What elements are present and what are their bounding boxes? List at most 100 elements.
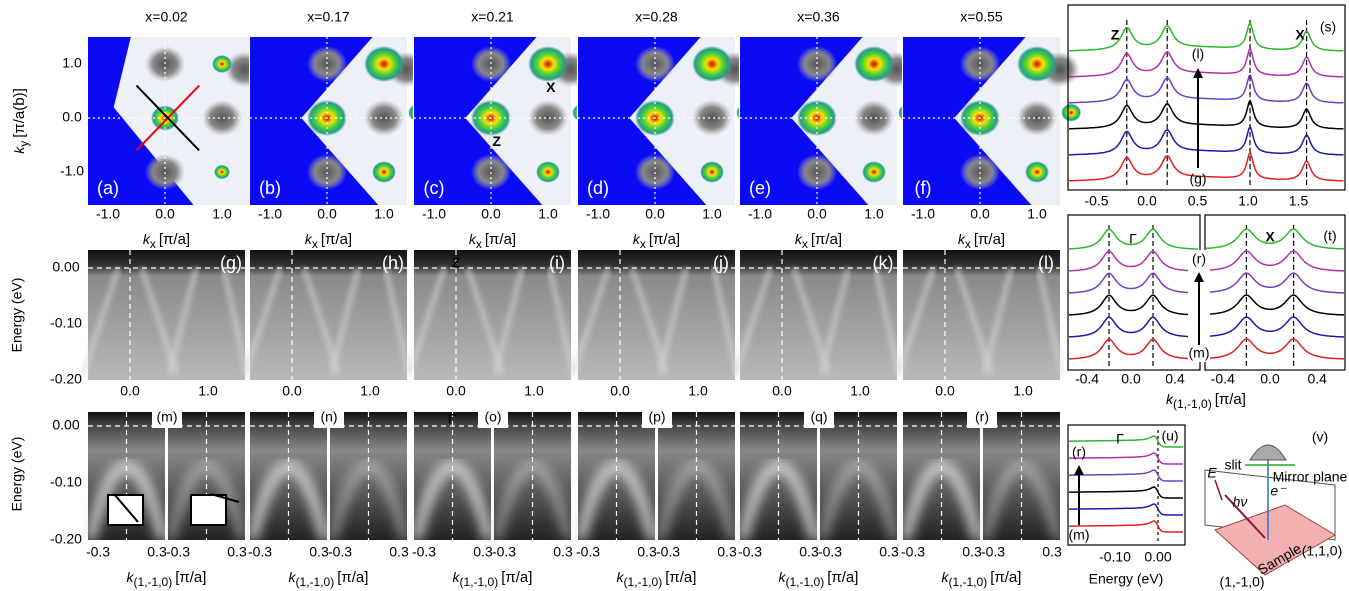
axis-label-sub: (1,-1,0) bbox=[1173, 397, 1212, 411]
panel-label: (b) bbox=[259, 178, 281, 198]
fs-clip-left bbox=[413, 37, 414, 205]
x-tick-label: -0.3 bbox=[166, 544, 190, 560]
x-tick-label: 0.3 bbox=[962, 544, 982, 560]
column-title: x=0.55 bbox=[960, 9, 1003, 25]
x-tick-label: -0.5 bbox=[1084, 193, 1108, 209]
fs-spot bbox=[1017, 46, 1057, 82]
band-dispersion bbox=[167, 267, 199, 375]
axis-label-sub: x bbox=[802, 237, 808, 251]
x-tick-label: -0.4 bbox=[1211, 371, 1235, 387]
x-tick-label: 0.0 bbox=[317, 206, 337, 222]
x-tick-label: 1.0 bbox=[374, 206, 394, 222]
x-tick-label: 1.0 bbox=[702, 206, 722, 222]
band-dispersion bbox=[571, 267, 611, 376]
axis-label-k: k bbox=[617, 569, 625, 585]
x-tick-label: -0.3 bbox=[86, 544, 110, 560]
y-tick-label: -0.20 bbox=[50, 531, 82, 547]
x-tick-label: 1.0 bbox=[864, 206, 884, 222]
band-dispersion bbox=[1036, 267, 1064, 375]
y-tick-label: -0.10 bbox=[50, 315, 82, 331]
axis-label: kx [π/a] bbox=[143, 231, 190, 251]
x-tick-label: -0.10 bbox=[1099, 549, 1131, 565]
fs-spot bbox=[214, 164, 230, 180]
panel-label: (j) bbox=[713, 253, 729, 273]
axis-label-k: k bbox=[942, 569, 950, 585]
arrow-label: (g) bbox=[1189, 171, 1206, 187]
polarization-arrow bbox=[113, 493, 139, 523]
axis-label-k: k bbox=[11, 146, 27, 154]
fs-spot bbox=[1061, 103, 1082, 122]
x-tick-label: -1.0 bbox=[96, 206, 120, 222]
axis-label: kx [π/a] bbox=[633, 231, 680, 251]
edc-curve bbox=[1068, 435, 1183, 448]
band-dispersion bbox=[629, 267, 669, 376]
y-tick-label: 0.00 bbox=[52, 417, 79, 433]
axis-label-k: k bbox=[1166, 391, 1174, 407]
mdc-curve bbox=[1068, 228, 1199, 250]
axis-label: ky [π/a(b)] bbox=[11, 88, 31, 154]
arrow-label: (m) bbox=[1069, 527, 1090, 543]
fs-gray-spot bbox=[202, 100, 242, 136]
fs-spot bbox=[212, 55, 232, 73]
axis-label-unit: [π/a] bbox=[159, 231, 190, 248]
x-tick-label: 0.0 bbox=[970, 206, 990, 222]
x-tick-label: 1.0 bbox=[212, 206, 232, 222]
mdc-curve bbox=[1069, 47, 1344, 78]
mdc-curve bbox=[1205, 272, 1344, 294]
band-dispersion bbox=[465, 267, 505, 376]
band-dispersion bbox=[711, 267, 739, 375]
axis-label: k(1,-1,0) [π/a] bbox=[617, 569, 697, 589]
point-label: Γ bbox=[1116, 431, 1124, 447]
cut-image bbox=[414, 250, 571, 380]
x-tick-label: -1.0 bbox=[748, 206, 772, 222]
band-dispersion bbox=[221, 267, 249, 375]
axis-label-sub: x bbox=[640, 237, 646, 251]
axis-label: kx [π/a] bbox=[958, 231, 1005, 251]
panel-label: (h) bbox=[382, 253, 404, 273]
mdc-curve bbox=[1205, 338, 1344, 360]
y-tick-label: -1.0 bbox=[60, 163, 84, 179]
x-tick-label: 0.3 bbox=[799, 544, 819, 560]
fs-spot bbox=[692, 46, 732, 82]
arrow-label: (r) bbox=[1072, 444, 1086, 460]
axis-label-sub: (1,-1,0) bbox=[949, 575, 988, 589]
x-tick-label: -1.0 bbox=[586, 206, 610, 222]
field-vector bbox=[1214, 479, 1223, 501]
cut-image bbox=[578, 250, 735, 380]
mdc-curve bbox=[1068, 338, 1199, 360]
point-label: Z bbox=[452, 255, 461, 271]
point-label: Z bbox=[492, 133, 501, 149]
schematic-label: (1,1,0) bbox=[1302, 543, 1342, 559]
band-dispersion bbox=[954, 267, 994, 376]
x-tick-label: -0.3 bbox=[576, 544, 600, 560]
band-dispersion bbox=[547, 267, 575, 375]
column-title: x=0.17 bbox=[307, 9, 350, 25]
mdc-curve bbox=[1069, 125, 1344, 156]
panel-label: (p) bbox=[648, 409, 665, 425]
schematic-label: hν bbox=[1233, 494, 1248, 510]
x-tick-label: 0.0 bbox=[935, 383, 955, 399]
band-dispersion bbox=[873, 267, 901, 375]
x-tick-label: 0.3 bbox=[147, 544, 167, 560]
band-dispersion bbox=[383, 267, 411, 375]
panel-label: (u) bbox=[1161, 428, 1178, 444]
x-tick-label: 0.3 bbox=[473, 544, 493, 560]
axis-label-sub: x bbox=[965, 237, 971, 251]
axis-label-k: k bbox=[289, 569, 297, 585]
polarization-arrow bbox=[210, 493, 240, 503]
axis-label-sub: x bbox=[312, 237, 318, 251]
column-title: x=0.02 bbox=[145, 9, 188, 25]
band-dispersion bbox=[407, 267, 447, 376]
cut-image bbox=[88, 250, 245, 380]
x-tick-label: 1.5 bbox=[1289, 193, 1309, 209]
schematic-label: slit bbox=[1224, 457, 1241, 473]
x-tick-label: 0.0 bbox=[481, 206, 501, 222]
panel-label-box bbox=[967, 408, 997, 428]
panel-label-box bbox=[152, 408, 182, 428]
axis-label: kx [π/a] bbox=[469, 231, 516, 251]
x-tick-label: -1.0 bbox=[422, 206, 446, 222]
x-tick-label: 1.0 bbox=[198, 383, 218, 399]
fs-spot bbox=[536, 161, 560, 183]
x-tick-label: 0.0 bbox=[772, 383, 792, 399]
mdc-curve bbox=[1069, 99, 1344, 130]
